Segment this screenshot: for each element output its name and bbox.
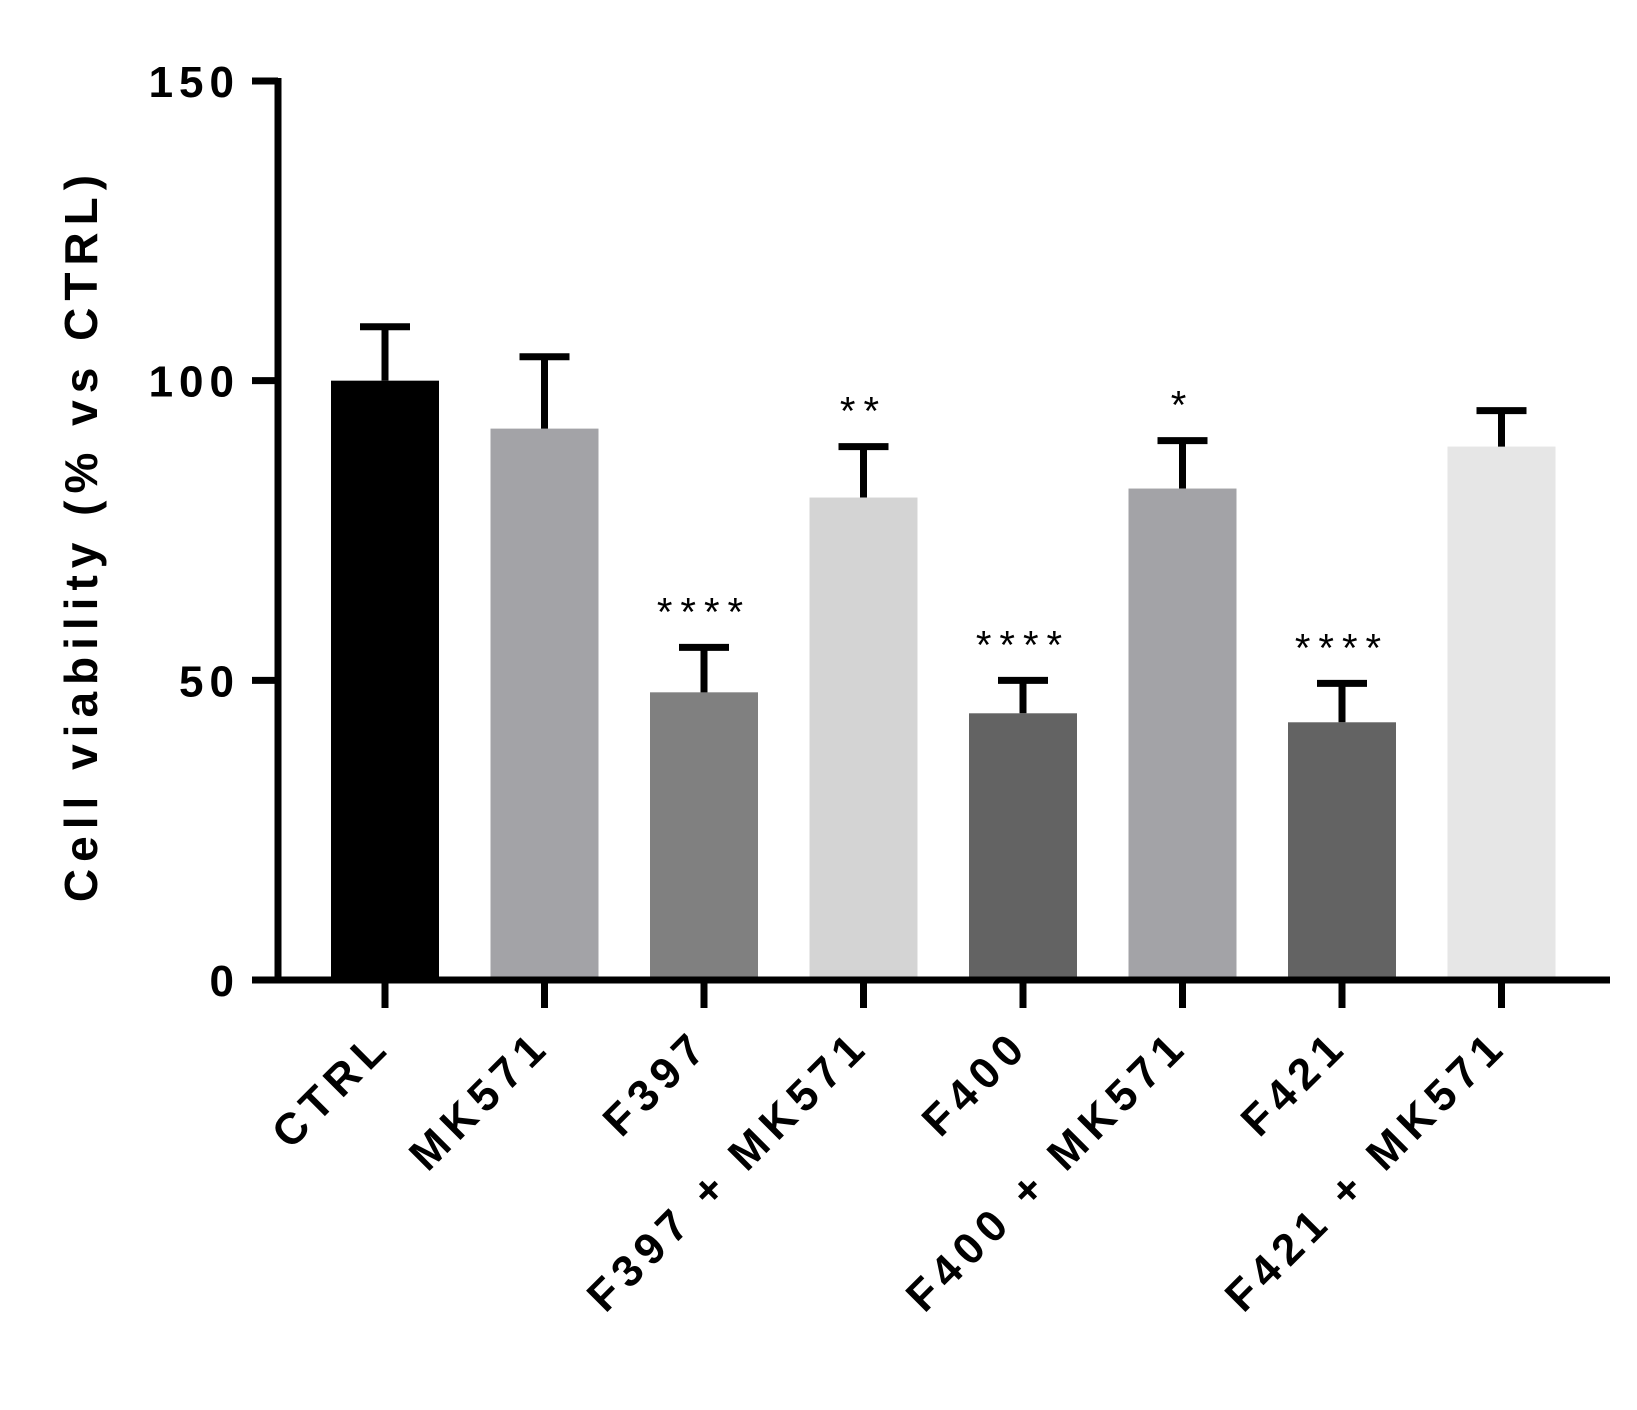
bar [1128,488,1237,980]
bars-layer [331,380,1556,981]
x-tick-label: F400 + MK571 [897,1020,1198,1321]
significance-label: * [1171,384,1195,428]
significance-label: **** [657,590,751,634]
significance-label: **** [976,623,1070,667]
bar [969,713,1077,980]
y-tick-label: 150 [149,58,240,107]
axes-layer [252,77,1610,1008]
y-tick-label: 100 [149,358,240,407]
y-tick-label: 0 [210,957,240,1006]
bar [490,428,599,980]
x-tick-label: F421 + MK571 [1216,1020,1517,1321]
y-axis-title: Cell viability (% vs CTRL) [55,168,107,902]
x-tick-label: CTRL [263,1020,400,1157]
error-bars-layer [360,323,1527,723]
bar [650,692,758,980]
bar [809,497,918,980]
significance-label: ** [840,390,887,434]
bar [331,380,439,981]
x-tick-label: F421 [1232,1020,1357,1145]
x-tick-label: F397 [594,1020,719,1145]
x-tick-label: F397 + MK571 [578,1020,879,1321]
x-tick-label: MK571 [400,1020,560,1180]
bar [1288,722,1396,980]
x-tick-label: F400 [913,1020,1038,1145]
bar [1447,446,1556,980]
significance-label: **** [1295,626,1389,670]
y-tick-label: 50 [179,657,240,706]
